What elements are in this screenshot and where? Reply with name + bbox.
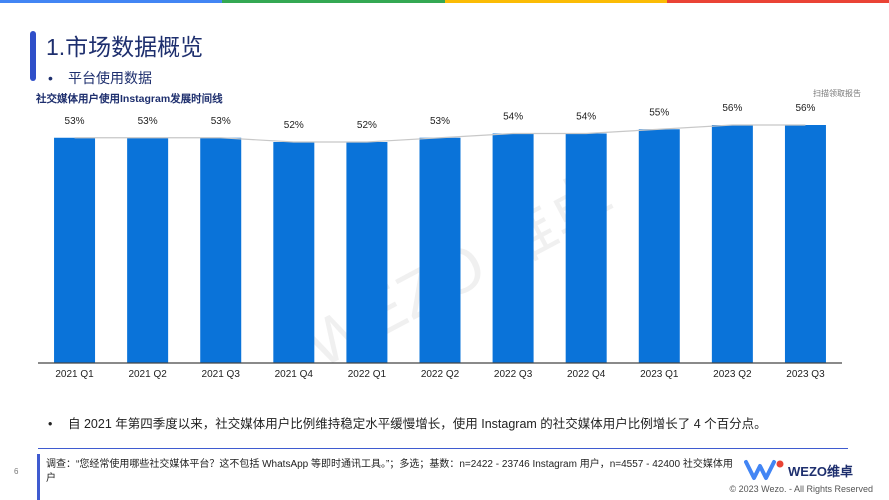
footnote-accent-bar bbox=[37, 454, 40, 500]
title-accent-bar bbox=[30, 31, 36, 81]
subtitle-bullet: • bbox=[48, 70, 53, 86]
bar-2021-q4 bbox=[273, 142, 315, 363]
top-color-stripe bbox=[0, 0, 889, 3]
survey-footnote: 调查：“您经常使用哪些社交媒体平台？这不包括 WhatsApp 等即时通讯工具。… bbox=[46, 459, 733, 484]
copyright: © 2023 Wezo. - All Rights Reserved bbox=[729, 484, 873, 494]
subtitle-text: 平台使用数据 bbox=[68, 70, 152, 86]
x-tick-label: 2021 Q3 bbox=[202, 369, 241, 380]
data-label: 56% bbox=[795, 103, 815, 114]
footer-divider bbox=[38, 448, 848, 449]
data-label: 56% bbox=[722, 103, 742, 114]
stripe-yellow bbox=[444, 0, 667, 3]
data-label: 53% bbox=[211, 116, 231, 127]
data-label: 53% bbox=[65, 116, 85, 127]
x-tick-label: 2023 Q2 bbox=[713, 369, 752, 380]
x-tick-label: 2022 Q1 bbox=[348, 369, 387, 380]
insight-text: • 自 2021 年第四季度以来，社交媒体用户比例维持稳定水平缓慢增长，使用 In… bbox=[48, 413, 767, 432]
data-label: 52% bbox=[284, 120, 304, 131]
bar-2022-q2 bbox=[419, 137, 461, 363]
section-subtitle: • 平台使用数据 bbox=[48, 68, 152, 88]
trend-line bbox=[74, 124, 806, 143]
x-tick-label: 2023 Q1 bbox=[640, 369, 679, 380]
data-label: 53% bbox=[138, 116, 158, 127]
data-label: 54% bbox=[503, 112, 523, 123]
trend-line-layer bbox=[74, 124, 806, 143]
bar-2023-q2 bbox=[711, 125, 753, 363]
x-tick-label: 2022 Q3 bbox=[494, 369, 533, 380]
stripe-blue bbox=[0, 0, 223, 3]
bar-2021-q2 bbox=[127, 137, 169, 363]
data-label: 54% bbox=[576, 112, 596, 123]
bar-2023-q3 bbox=[784, 125, 826, 363]
bar-2022-q4 bbox=[565, 133, 607, 363]
x-tick-label: 2021 Q4 bbox=[275, 369, 314, 380]
stripe-red bbox=[666, 0, 889, 3]
scan-for-report-note[interactable]: 扫描领取报告 bbox=[813, 89, 861, 98]
x-axis: 2021 Q1 2021 Q2 2021 Q3 2021 Q4 2022 Q1 2022 … bbox=[38, 362, 842, 380]
chart-title: 社交媒体用户使用Instagram发展时间线 bbox=[36, 93, 223, 105]
bar-2022-q1 bbox=[346, 142, 388, 363]
x-tick-label: 2023 Q3 bbox=[786, 369, 825, 380]
insight-body: 自 2021 年第四季度以来，社交媒体用户比例维持稳定水平缓慢增长，使用 Ins… bbox=[68, 417, 767, 431]
bar-chart: WEZO 维卓 53% 53% 53% 52% 52% 53% 54% 54% 55% 56% 56… bbox=[38, 103, 842, 382]
bar-2023-q1 bbox=[638, 129, 680, 363]
page-title: 1.市场数据概览 bbox=[46, 34, 204, 60]
bar-2021-q3 bbox=[200, 137, 242, 363]
bars bbox=[54, 125, 826, 363]
x-tick-label: 2021 Q2 bbox=[128, 369, 167, 380]
stripe-green bbox=[222, 0, 445, 3]
bar-2021-q1 bbox=[54, 137, 96, 363]
bar-2022-q3 bbox=[492, 133, 534, 363]
x-tick-label: 2022 Q2 bbox=[421, 369, 460, 380]
data-label: 52% bbox=[357, 120, 377, 131]
data-labels: 53% 53% 53% 52% 52% 53% 54% 54% 55% 56% 56% bbox=[65, 103, 816, 131]
data-label: 53% bbox=[430, 116, 450, 127]
x-tick-label: 2022 Q4 bbox=[567, 369, 606, 380]
logo-text: WEZO维卓 bbox=[788, 464, 853, 479]
wezo-logo-icon bbox=[744, 460, 784, 480]
x-tick-label: 2021 Q1 bbox=[55, 369, 94, 380]
insight-bullet: • bbox=[48, 417, 53, 431]
data-label: 55% bbox=[649, 107, 669, 118]
page-number: 6 bbox=[14, 467, 19, 476]
